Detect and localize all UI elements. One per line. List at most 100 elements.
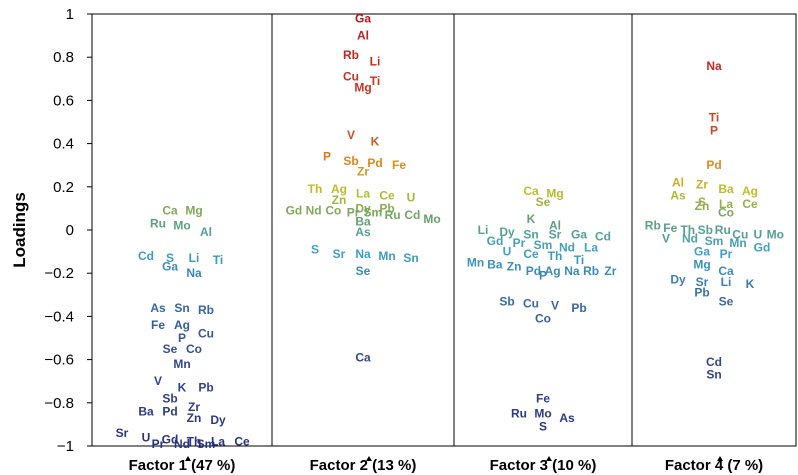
y-tick-label: −0.8 [44,395,74,412]
loading-point-zn: Zn [695,199,710,213]
loading-point-mn: Mn [467,255,484,269]
loading-point-nd: Nd [682,232,698,246]
loading-point-k: K [371,134,380,148]
loading-point-ru: Ru [511,407,527,421]
loading-point-al: Al [200,225,212,239]
loading-point-dy: Dy [670,273,686,287]
loading-point-dy: Dy [499,225,515,239]
loading-point-mo: Mo [423,212,440,226]
loading-point-se: Se [356,264,371,278]
loading-point-cu: Cu [343,70,359,84]
y-tick-label: −1 [57,438,74,455]
y-tick-label: 0.8 [53,49,74,66]
loading-point-dy: Dy [355,201,371,215]
loading-point-pr: Pr [720,247,733,261]
loading-point-pb: Pb [694,286,709,300]
loading-point-sr: Sr [696,275,709,289]
loading-point-co: Co [535,312,551,326]
loading-point-p: P [539,268,547,282]
loading-point-fe: Fe [536,392,550,406]
loading-point-sm: Sm [364,206,383,220]
loading-point-zr: Zr [604,264,616,278]
factor-label: Factor 2 (13 %) [310,457,417,474]
loading-point-mn: Mn [729,236,746,250]
loading-point-s: S [166,251,174,265]
loading-point-mg: Mg [354,80,371,94]
y-tick-label: −0.2 [44,265,74,282]
loading-point-gd: Gd [754,240,771,254]
loading-point-co: Co [186,342,202,356]
y-tick-label: 0.4 [53,136,74,153]
loading-point-al: Al [357,29,369,43]
loading-point-sm: Sm [705,234,724,248]
loading-point-v: V [347,128,355,142]
loading-point-cu: Cu [523,296,539,310]
factor-marker [717,456,723,461]
factor-labels: Factor 1 (47 %) Factor 2 (13 %) Factor 3 (… [129,456,763,474]
loading-point-pr: Pr [152,437,165,451]
loading-point-ba: Ba [138,404,154,418]
loading-point-th: Th [308,182,323,196]
loading-point-u: U [753,227,762,241]
factor-marker [366,456,372,461]
loading-point-co: Co [325,204,341,218]
loading-point-rb: Rb [645,219,661,233]
loading-point-ga: Ga [162,260,178,274]
loading-point-zn: Zn [187,411,202,425]
loading-point-rb: Rb [343,48,359,62]
loading-point-ru: Ru [715,223,731,237]
loading-point-rb: Rb [583,264,599,278]
loading-point-al: Al [672,176,684,190]
loading-point-gd: Gd [162,433,179,447]
loading-point-sn: Sn [403,251,418,265]
loading-point-la: La [211,435,225,449]
loading-point-ca: Ca [718,264,734,278]
loading-point-pd: Pd [367,156,382,170]
loading-point-cu: Cu [198,327,214,341]
loading-point-ti: Ti [370,74,380,88]
loading-point-v: V [154,374,162,388]
loading-point-pb: Pb [379,201,394,215]
loading-point-dy: Dy [210,413,226,427]
loading-point-na: Na [186,266,202,280]
loading-point-mo: Mo [173,219,190,233]
loading-point-cd: Cd [595,230,611,244]
y-tick-label: 0.2 [53,179,74,196]
loading-point-ag: Ag [742,184,758,198]
loading-point-se: Se [536,195,551,209]
loading-point-fe: Fe [151,318,165,332]
loading-point-sb: Sb [698,223,713,237]
loading-point-cd: Cd [138,249,154,263]
loading-point-v: V [662,232,670,246]
loading-point-la: La [584,240,598,254]
loading-point-pb: Pb [571,301,586,315]
loading-point-gd: Gd [487,234,504,248]
loading-point-ba: Ba [355,214,371,228]
loading-point-se: Se [719,294,734,308]
loading-point-na: Na [706,59,722,73]
y-tick-label: 1 [66,6,74,23]
loading-point-se: Se [163,342,178,356]
loading-point-sn: Sn [523,227,538,241]
loading-point-u: U [407,191,416,205]
loading-point-k: K [746,277,755,291]
loading-point-pd: Pd [526,264,541,278]
loading-point-th: Th [680,223,695,237]
loading-point-zn: Zn [332,193,347,207]
loading-point-li: Li [478,223,489,237]
loading-point-ce: Ce [379,188,395,202]
factor-label: Factor 4 (7 %) [665,457,763,474]
loading-point-ce: Ce [742,197,758,211]
loading-point-mo: Mo [767,227,784,241]
loading-point-ca: Ca [162,204,178,218]
loading-point-cu: Cu [732,227,748,241]
loading-point-co: Co [718,206,734,220]
loading-point-zr: Zr [696,178,708,192]
loading-point-ba: Ba [718,182,734,196]
loading-point-sn: Sn [706,368,721,382]
loading-point-ca: Ca [523,184,539,198]
loading-point-s: S [539,420,547,434]
